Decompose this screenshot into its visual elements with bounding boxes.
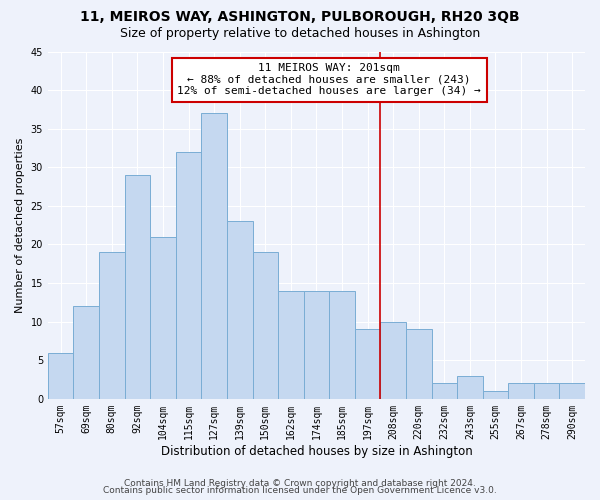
Text: Contains public sector information licensed under the Open Government Licence v3: Contains public sector information licen… [103,486,497,495]
Bar [176,152,202,399]
Bar [355,330,380,399]
Bar [150,236,176,399]
Bar [73,306,99,399]
Bar [482,391,508,399]
Bar [99,252,125,399]
Bar [534,384,559,399]
Bar [431,384,457,399]
Bar [457,376,482,399]
Text: 11, MEIROS WAY, ASHINGTON, PULBOROUGH, RH20 3QB: 11, MEIROS WAY, ASHINGTON, PULBOROUGH, R… [80,10,520,24]
Bar [380,322,406,399]
Bar [48,352,73,399]
Bar [278,291,304,399]
Bar [227,222,253,399]
X-axis label: Distribution of detached houses by size in Ashington: Distribution of detached houses by size … [161,444,472,458]
Y-axis label: Number of detached properties: Number of detached properties [15,138,25,313]
Bar [125,175,150,399]
Text: 11 MEIROS WAY: 201sqm
← 88% of detached houses are smaller (243)
12% of semi-det: 11 MEIROS WAY: 201sqm ← 88% of detached … [178,63,481,96]
Bar [202,113,227,399]
Bar [559,384,585,399]
Text: Size of property relative to detached houses in Ashington: Size of property relative to detached ho… [120,28,480,40]
Bar [304,291,329,399]
Bar [253,252,278,399]
Bar [508,384,534,399]
Bar [406,330,431,399]
Bar [329,291,355,399]
Text: Contains HM Land Registry data © Crown copyright and database right 2024.: Contains HM Land Registry data © Crown c… [124,478,476,488]
